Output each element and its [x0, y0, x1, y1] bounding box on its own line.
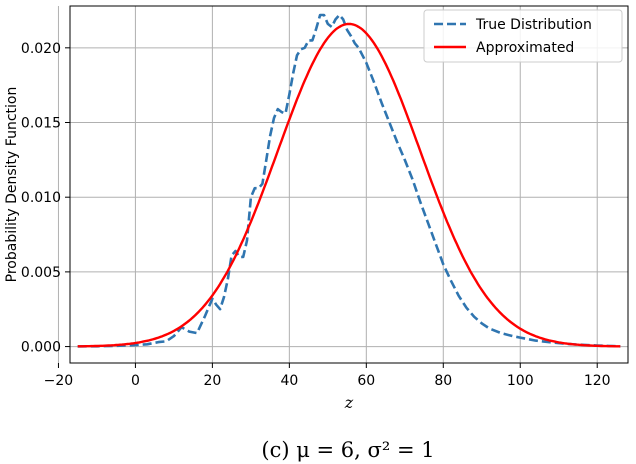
y-axis-label: Probability Density Function: [4, 87, 20, 283]
x-tick-label: −20: [44, 373, 74, 389]
series-true-distribution-line: [77, 13, 621, 348]
x-tick-label: 0: [131, 373, 140, 389]
x-tick-label: 60: [357, 373, 375, 389]
x-tick-label: 20: [203, 373, 221, 389]
x-tick-label: 120: [584, 373, 611, 389]
series-lines: [77, 13, 621, 348]
y-tick-label: 0.005: [21, 265, 61, 281]
y-tick-label: 0.000: [21, 340, 61, 356]
x-tick-label: 100: [507, 373, 534, 389]
legend: True Distribution Approximated: [423, 9, 623, 63]
legend-label-approximated: Approximated: [476, 40, 574, 56]
y-tick-label: 0.020: [21, 41, 61, 57]
y-tick-label: 0.015: [21, 116, 61, 132]
plot-frame: [69, 5, 629, 364]
figure-caption: (c) μ = 6, σ² = 1: [261, 438, 434, 462]
y-tick-label: 0.010: [21, 190, 61, 206]
legend-box: [423, 9, 623, 63]
series-approximated-line: [77, 22, 621, 348]
x-tick-label: 80: [434, 373, 452, 389]
x-tick-label: 40: [280, 373, 298, 389]
legend-label-true-distribution: True Distribution: [475, 17, 592, 33]
x-axis-label: z: [344, 393, 354, 412]
axis-ticks: −20 0 20 40 60 80 100 120 0.000 0.005 0.010 0.015 0.…: [21, 41, 611, 389]
